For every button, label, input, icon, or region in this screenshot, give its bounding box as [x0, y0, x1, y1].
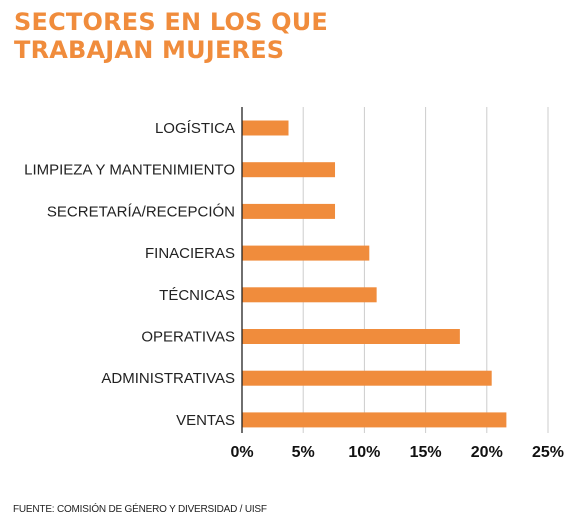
category-label: SECRETARÍA/RECEPCIÓN: [47, 203, 235, 220]
x-tick-label: 20%: [471, 444, 503, 461]
title-line-1: SECTORES EN LOS QUE: [14, 8, 328, 36]
bar: [242, 162, 336, 178]
bar: [242, 120, 289, 136]
x-tick-label: 25%: [532, 444, 564, 461]
category-label: ADMINISTRATIVAS: [101, 370, 235, 387]
category-label: VENTAS: [176, 412, 235, 429]
bar: [242, 287, 377, 303]
bars: [242, 120, 507, 428]
bar: [242, 412, 507, 428]
category-labels: LOGÍSTICA LIMPIEZA Y MANTENIMIENTO SECRETA…: [24, 120, 235, 429]
category-label: LOGÍSTICA: [155, 120, 235, 137]
chart-title: SECTORES EN LOS QUE TRABAJAN MUJERES: [14, 8, 328, 64]
x-tick-label: 5%: [292, 444, 315, 461]
x-tick-label: 15%: [410, 444, 442, 461]
category-label: TÉCNICAS: [159, 287, 235, 304]
title-line-2: TRABAJAN MUJERES: [14, 36, 285, 64]
bar-chart: LOGÍSTICA LIMPIEZA Y MANTENIMIENTO SECRETA…: [24, 107, 564, 461]
category-label: OPERATIVAS: [141, 329, 235, 346]
bar: [242, 329, 460, 344]
source-note: FUENTE: COMISIÓN DE GÉNERO Y DIVERSIDAD …: [13, 504, 267, 515]
x-tick-label: 0%: [230, 444, 253, 461]
bar: [242, 203, 336, 219]
category-label: FINACIERAS: [145, 245, 235, 262]
bar: [242, 245, 370, 261]
x-tick-label: 10%: [348, 444, 380, 461]
x-tick-labels: 0% 5% 10% 15% 20% 25%: [230, 444, 564, 461]
bar: [242, 370, 492, 386]
category-label: LIMPIEZA Y MANTENIMIENTO: [24, 162, 235, 179]
